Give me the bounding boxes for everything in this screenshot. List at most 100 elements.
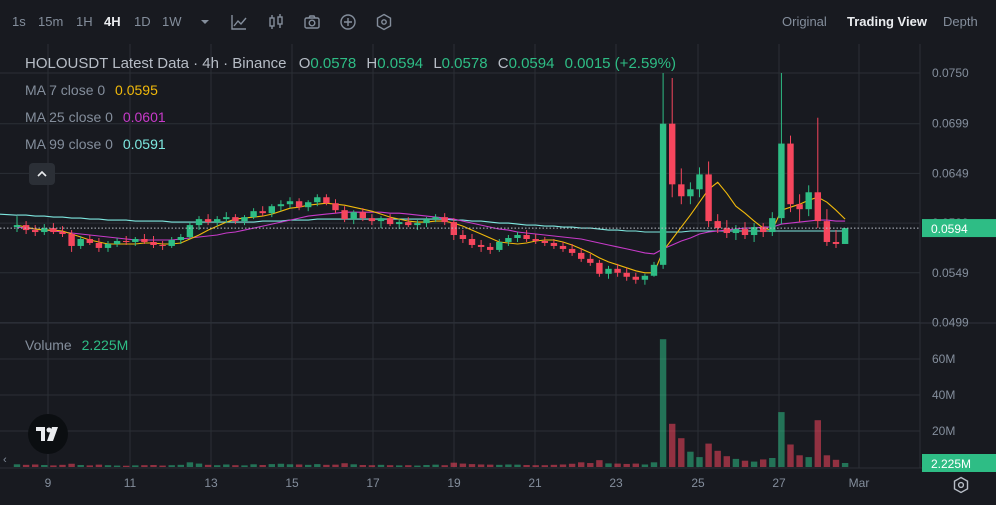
ma25-legend: MA 25 close 0 0.0601 (25, 109, 166, 125)
volume-value: 2.225M (81, 337, 129, 353)
candle-body (496, 241, 503, 250)
time-tick-label: 27 (772, 476, 786, 490)
candle-body (195, 219, 203, 226)
view-depth[interactable]: Depth (943, 14, 978, 29)
candle-body (778, 143, 785, 219)
volume-bar (578, 462, 585, 467)
volume-bar (477, 464, 485, 467)
volume-bar (113, 465, 121, 467)
collapse-legend-button[interactable] (29, 163, 55, 185)
candle-body (405, 222, 412, 226)
timeframe-1w[interactable]: 1W (162, 14, 182, 29)
volume-bar (796, 455, 803, 467)
timeframe-15m[interactable]: 15m (38, 14, 64, 29)
volume-bar (459, 463, 467, 467)
time-tick-label: 17 (366, 476, 380, 490)
indicator-icon[interactable] (229, 12, 249, 32)
candle-body (268, 206, 275, 214)
volume-bar (168, 465, 175, 467)
more-timeframes-chevron-down-icon[interactable] (195, 12, 215, 32)
candle-body (232, 217, 239, 222)
volume-bar (277, 463, 285, 467)
symbol-info: HOLOUSDT Latest Data · 4h · Binance (25, 55, 287, 72)
volume-bar (32, 464, 39, 467)
volume-bar (141, 465, 148, 467)
volume-bar (468, 464, 476, 467)
time-tick-label: 9 (45, 476, 52, 490)
volume-bar (778, 412, 785, 467)
candle-body (614, 268, 621, 273)
timeframe-1h[interactable]: 1H (76, 14, 93, 29)
volume-bar (268, 464, 275, 467)
timeframe-4h[interactable]: 4H (104, 14, 121, 29)
candle-body (432, 217, 439, 220)
volume-bar (68, 463, 75, 467)
volume-bar (750, 461, 758, 467)
volume-bar (741, 460, 749, 467)
ma99-line-lead (0, 213, 18, 216)
ma99-legend: MA 99 close 0 0.0591 (25, 136, 166, 152)
volume-tick-label: 60M (932, 352, 955, 366)
candle-body (687, 189, 694, 197)
candle-settings-icon[interactable] (266, 12, 286, 32)
chevron-left-icon[interactable]: ‹ (3, 454, 7, 466)
candle-body (741, 229, 749, 236)
candle-body (669, 123, 676, 185)
volume-bar (286, 464, 294, 467)
candle-body (750, 227, 758, 236)
volume-bar (550, 464, 558, 467)
candle-body (578, 252, 585, 259)
current-volume-label: 2.225M (931, 457, 971, 471)
volume-bar (641, 464, 649, 467)
candle-body (332, 203, 339, 211)
volume-bar (587, 463, 594, 467)
tradingview-logo[interactable] (28, 414, 68, 454)
time-tick-label: 13 (204, 476, 218, 490)
volume-bar (204, 464, 212, 467)
ma7-value: 0.0595 (115, 82, 158, 98)
volume-bar (441, 465, 448, 467)
candle-body (605, 268, 612, 274)
candle-body (787, 143, 794, 205)
candle-body (459, 235, 467, 239)
candle-body (841, 228, 849, 244)
price-chart-area[interactable]: 0.07500.06990.06490.05990.05490.04990.05… (0, 44, 996, 505)
candle-body (386, 218, 394, 225)
candle-body (714, 221, 721, 229)
volume-bar (705, 443, 712, 467)
candle-body (441, 217, 448, 223)
candle-body (305, 202, 312, 208)
volume-bar (523, 465, 530, 467)
volume-bar (323, 464, 330, 467)
candle-body (541, 240, 548, 243)
ma25-value: 0.0601 (122, 109, 166, 125)
chart-settings-gear-icon[interactable] (950, 474, 972, 496)
candle-body (832, 241, 840, 244)
change-value: 0.0015 (+2.59%) (564, 55, 676, 72)
candle-body (259, 211, 266, 214)
candle-body (678, 184, 685, 197)
timeframe-1d[interactable]: 1D (134, 14, 151, 29)
camera-icon[interactable] (302, 12, 322, 32)
timeframe-1s[interactable]: 1s (12, 14, 26, 29)
volume-bar (423, 465, 430, 467)
candle-body (805, 192, 812, 210)
volume-bar (678, 438, 685, 467)
candles (13, 73, 849, 285)
plus-circle-icon[interactable] (338, 12, 358, 32)
candle-body (13, 225, 21, 228)
candle-body (113, 240, 121, 244)
volume-bar (50, 465, 57, 467)
low-label: L (433, 55, 442, 72)
high-label: H (366, 55, 378, 72)
candle-body (286, 201, 294, 205)
candle-body (250, 211, 257, 218)
view-original[interactable]: Original (782, 14, 827, 29)
volume-bar (359, 465, 366, 467)
volume-bar (614, 463, 621, 467)
candle-body (532, 238, 539, 241)
volume-bar (405, 465, 412, 467)
view-trading-view[interactable]: Trading View (847, 14, 927, 29)
candle-body (32, 230, 39, 233)
hexagon-settings-icon[interactable] (374, 12, 394, 32)
